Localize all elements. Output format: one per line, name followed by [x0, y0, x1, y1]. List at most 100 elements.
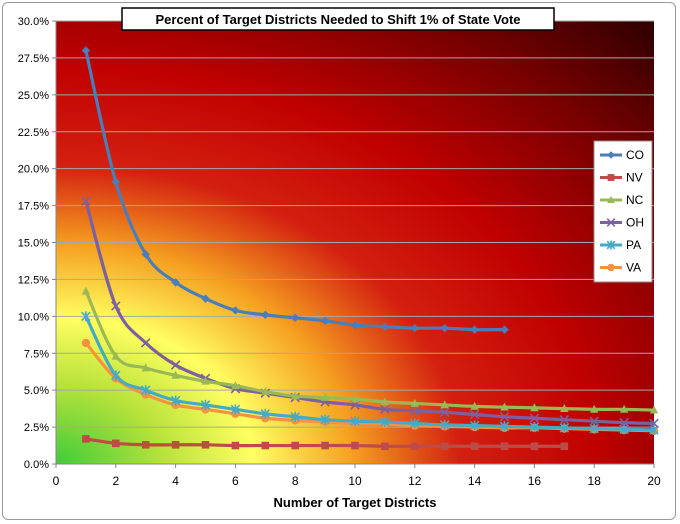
data-point — [320, 316, 330, 325]
data-point — [606, 218, 616, 227]
data-point — [410, 398, 419, 407]
data-point — [589, 423, 599, 434]
legend-label: VA — [626, 261, 641, 275]
x-tick-label: 16 — [528, 474, 542, 488]
y-tick-label: 22.5% — [18, 127, 49, 139]
data-point — [291, 441, 299, 450]
data-point — [261, 310, 270, 320]
y-tick-label: 0.0% — [24, 459, 49, 471]
data-point — [469, 420, 480, 431]
data-point — [111, 370, 121, 381]
data-point — [606, 240, 616, 250]
data-point — [529, 413, 540, 423]
data-point — [590, 404, 599, 413]
x-axis-title: Number of Target Districts — [273, 495, 436, 510]
data-point — [410, 418, 420, 429]
data-point — [261, 441, 270, 450]
data-point — [261, 387, 270, 396]
data-point — [81, 196, 91, 206]
data-point — [351, 441, 359, 450]
x-tick-label: 10 — [348, 474, 362, 488]
data-point — [230, 404, 241, 415]
legend-label: PA — [626, 238, 641, 252]
data-point — [290, 411, 300, 422]
data-point — [380, 397, 390, 406]
legend-item-nv: NV — [600, 171, 643, 185]
axes: 0.0% 2.5% 5.0% 7.5% 10.0% 12.5% 15.0% 17.5% 20.0… — [18, 16, 661, 510]
x-tick-label: 20 — [647, 474, 661, 488]
x-tick-label: 4 — [172, 474, 179, 488]
data-point — [171, 370, 180, 379]
data-point — [201, 441, 210, 449]
data-point — [231, 441, 240, 450]
data-point — [560, 404, 569, 412]
x-tick-label: 8 — [292, 474, 299, 488]
data-point — [231, 381, 240, 390]
y-tick-label: 20.0% — [18, 164, 49, 176]
x-tick-label: 12 — [408, 474, 422, 488]
legend-item-co: CO — [600, 148, 644, 162]
y-tick-label: 17.5% — [18, 201, 49, 213]
x-tick-label: 18 — [588, 474, 602, 488]
legend-label: NV — [626, 171, 643, 185]
data-point — [171, 278, 180, 287]
data-point — [559, 414, 570, 425]
series-oh — [81, 196, 659, 429]
data-point — [499, 411, 510, 422]
data-point — [559, 422, 570, 433]
data-point — [380, 416, 390, 427]
y-tick-label: 27.5% — [18, 53, 49, 65]
data-point — [607, 263, 615, 272]
data-point — [201, 294, 210, 303]
data-point — [500, 325, 509, 334]
y-tick-label: 30.0% — [18, 16, 49, 28]
data-point — [321, 441, 329, 450]
data-point — [470, 442, 479, 451]
x-tick-label: 14 — [468, 474, 482, 488]
data-point — [111, 351, 120, 360]
data-point — [291, 313, 300, 323]
data-point — [81, 286, 91, 295]
data-point — [439, 407, 450, 418]
data-point — [381, 442, 389, 451]
y-tick-label: 25.0% — [18, 90, 49, 102]
gridlines — [56, 20, 654, 428]
data-point — [440, 323, 449, 333]
data-point — [112, 439, 120, 448]
legend-label: CO — [626, 148, 644, 162]
data-point — [350, 394, 360, 403]
data-point — [439, 419, 450, 430]
data-point — [440, 442, 449, 451]
data-point — [171, 441, 180, 449]
y-tick-label: 12.5% — [18, 274, 49, 286]
data-point — [82, 435, 90, 443]
data-point — [291, 391, 300, 400]
data-point — [111, 301, 121, 311]
data-point — [320, 392, 330, 401]
data-point — [170, 395, 181, 406]
x-tick-label: 2 — [112, 474, 119, 488]
legend-item-oh: OH — [600, 216, 644, 230]
data-point — [350, 416, 360, 427]
data-point — [469, 409, 480, 420]
data-point — [410, 323, 419, 333]
data-point — [649, 405, 659, 414]
y-tick-label: 15.0% — [18, 238, 49, 250]
data-point — [81, 311, 91, 322]
data-point — [380, 322, 390, 331]
legend-item-nc: NC — [600, 193, 644, 207]
data-point — [350, 320, 360, 330]
legend-box — [593, 140, 653, 283]
data-point — [170, 360, 181, 370]
chart-title-box — [121, 7, 555, 31]
x-tick-label: 0 — [53, 474, 60, 488]
data-point — [530, 442, 539, 451]
data-point — [201, 376, 210, 385]
data-point — [141, 363, 150, 372]
data-point — [560, 442, 569, 451]
data-point — [619, 417, 629, 428]
data-point — [440, 400, 449, 409]
data-point — [530, 403, 539, 412]
data-point — [140, 385, 151, 396]
